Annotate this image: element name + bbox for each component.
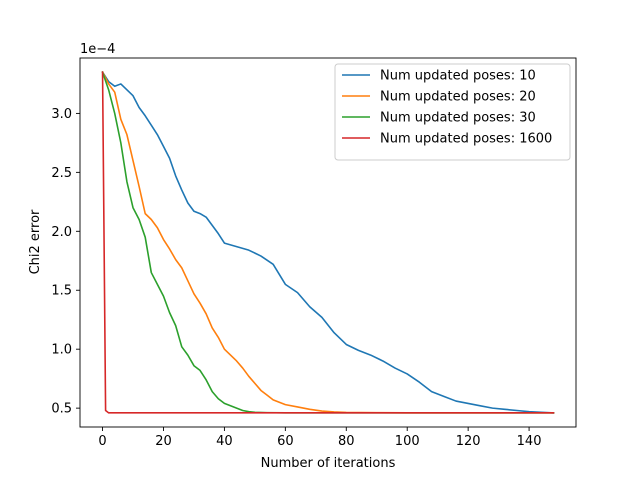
- legend-label-2: Num updated poses: 30: [380, 111, 536, 126]
- y-axis-label: Chi2 error: [28, 209, 43, 274]
- x-tick-label: 20: [155, 434, 172, 449]
- legend-box: [334, 63, 571, 161]
- y-offset-label: 1e−4: [80, 42, 115, 57]
- x-tick-label: 140: [517, 434, 542, 449]
- x-axis-label: Number of iterations: [261, 456, 396, 471]
- y-tick-label: 2.5: [51, 166, 72, 181]
- y-tick-label: 0.5: [51, 402, 72, 417]
- y-tick-label: 2.0: [51, 225, 72, 240]
- plot-area: 0 20 40 60 80 100 120 140 0.5 1.0 1.5 2.0 2.5 3.0 Num …: [51, 57, 577, 449]
- x-tick-label: 100: [395, 434, 420, 449]
- y-tick-label: 3.0: [51, 107, 72, 122]
- legend: Num updated poses: 10 Num updated poses: …: [334, 63, 571, 161]
- axes-frame: [79, 57, 577, 428]
- series-line-0: [101, 71, 555, 414]
- legend-label-0: Num updated poses: 10: [380, 69, 536, 84]
- legend-label-3: Num updated poses: 1600: [380, 132, 552, 147]
- x-tick-label: 80: [338, 434, 355, 449]
- x-tick-label: 120: [456, 434, 481, 449]
- series-line-1: [101, 71, 555, 414]
- x-tick-label: 60: [277, 434, 294, 449]
- x-tick-label: 40: [216, 434, 233, 449]
- y-tick-label: 1.0: [51, 343, 72, 358]
- x-tick-label: 0: [98, 434, 106, 449]
- y-tick-label: 1.5: [51, 284, 72, 299]
- series-line-3: [101, 71, 555, 414]
- legend-label-1: Num updated poses: 20: [380, 90, 536, 105]
